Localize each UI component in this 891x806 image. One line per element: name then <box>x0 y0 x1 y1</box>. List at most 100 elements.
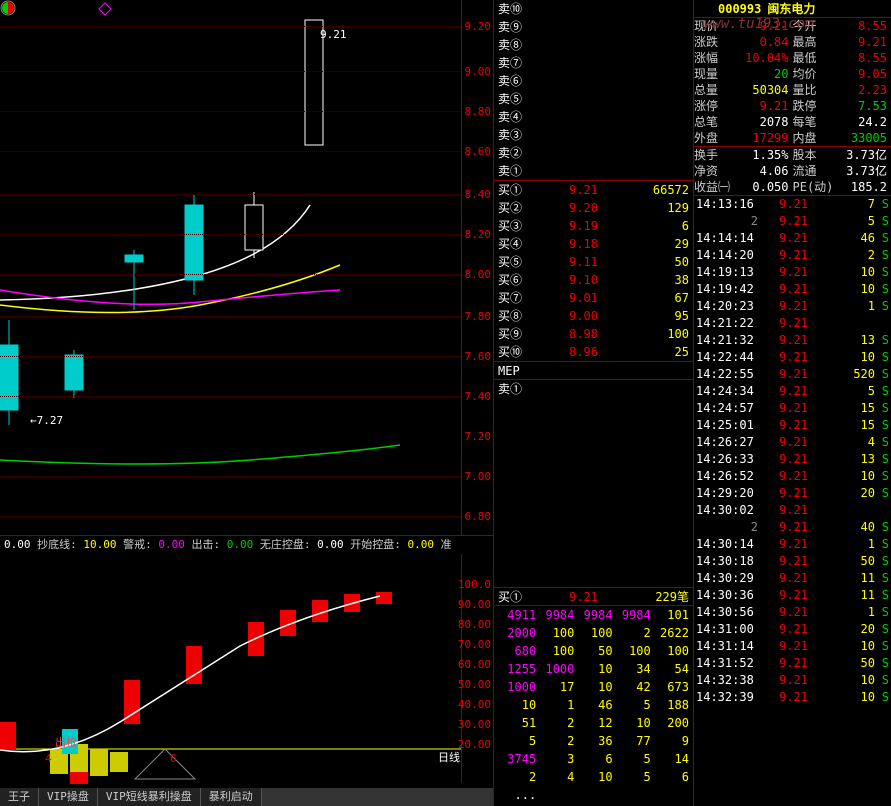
ask-row[interactable]: 卖⑤ <box>494 90 693 108</box>
tick-row: 14:19:139.2110S <box>694 264 891 281</box>
orderbook-panel: 卖⑩卖⑨卖⑧卖⑦卖⑥卖⑤卖④卖③卖②卖① 买①9.2166572买②9.2012… <box>494 0 694 806</box>
tick-row: 14:22:449.2110S <box>694 349 891 366</box>
tick-row: 14:31:529.2150S <box>694 655 891 672</box>
quote-grid: 现价9.21今开8.55涨跌0.84最高9.21涨幅10.04%最低8.55现量… <box>694 18 891 147</box>
tick-row: 14:30:369.2111S <box>694 587 891 604</box>
tick-row: 14:20:239.211S <box>694 298 891 315</box>
bid-row[interactable]: 买⑤9.1150 <box>494 253 693 271</box>
bid-row[interactable]: 买⑦9.0167 <box>494 289 693 307</box>
tick-row: 14:14:149.2146S <box>694 230 891 247</box>
detail-row: 68010050100100 <box>494 642 693 660</box>
bid-row[interactable]: 买⑩8.9625 <box>494 343 693 361</box>
buy1-row: 买①9.21229笔 <box>494 588 693 606</box>
ask-row[interactable]: 卖③ <box>494 126 693 144</box>
quote-cell: 股本3.73亿 <box>793 147 891 163</box>
ask-row[interactable]: 卖② <box>494 144 693 162</box>
tick-row: 14:21:229.21 <box>694 315 891 332</box>
chart-panel: 9.21←7.27 9.209.008.808.608.408.208.007.… <box>0 0 494 806</box>
bid-row[interactable]: 买⑧9.0095 <box>494 307 693 325</box>
quote-cell: 总量50304 <box>694 82 793 98</box>
price-chart[interactable]: 9.21←7.27 9.209.008.808.608.408.208.007.… <box>0 0 493 536</box>
ask-row[interactable]: 卖⑦ <box>494 54 693 72</box>
quote-cell: 换手1.35% <box>694 147 793 163</box>
ask-row[interactable]: 卖④ <box>494 108 693 126</box>
ask-row[interactable]: 卖⑩ <box>494 0 693 18</box>
tick-row: 14:30:569.211S <box>694 604 891 621</box>
quote-cell: 内盘33005 <box>793 130 891 146</box>
quote-cell: 总笔2078 <box>694 114 793 130</box>
detail-row: 1000171042673 <box>494 678 693 696</box>
quote-cell: 涨幅10.04% <box>694 50 793 66</box>
tick-row: 14:25:019.2115S <box>694 417 891 434</box>
detail-row: 241056 <box>494 768 693 786</box>
sell1-row: 卖① <box>494 380 693 398</box>
logo-icon <box>0 0 16 16</box>
detail-row: 5236779 <box>494 732 693 750</box>
detail-row: ... <box>494 786 693 804</box>
bid-row[interactable]: 买⑥9.1038 <box>494 271 693 289</box>
tick-row: 14:14:209.212S <box>694 247 891 264</box>
stock-code: 000993 <box>718 2 761 16</box>
quote-cell: 跌停7.53 <box>793 98 891 114</box>
bid-row[interactable]: 买②9.20129 <box>494 199 693 217</box>
bid-row[interactable]: 买④9.1829 <box>494 235 693 253</box>
tick-row: 14:26:529.2110S <box>694 468 891 485</box>
detail-row: 200010010022622 <box>494 624 693 642</box>
tick-row: 14:24:349.215S <box>694 383 891 400</box>
quote-cell: 涨停9.21 <box>694 98 793 114</box>
tick-row: 29.215S <box>694 213 891 230</box>
watermark: www.tu193.com <box>704 16 814 32</box>
indicator-header: 0.00 抄底线: 10.00 警戒: 0.00 出击: 0.00 无庄控盘: … <box>0 536 461 554</box>
bid-row[interactable]: 买③9.196 <box>494 217 693 235</box>
price-yaxis: 9.209.008.808.608.408.208.007.807.607.40… <box>461 0 493 535</box>
tab-VIP操盘[interactable]: VIP操盘 <box>39 788 98 806</box>
tick-list: 14:13:169.217S29.215S14:14:149.2146S14:1… <box>694 196 891 706</box>
quote-cell: 涨跌0.84 <box>694 34 793 50</box>
ask-row[interactable]: 卖① <box>494 162 693 180</box>
indicator-yaxis: 100.090.0080.0070.0060.0050.0040.0030.00… <box>461 554 493 783</box>
tick-row: 14:13:169.217S <box>694 196 891 213</box>
quote-grid-2: 换手1.35%股本3.73亿净资4.06流通3.73亿收益㈠0.050PE(动)… <box>694 147 891 196</box>
quote-cell: 量比2.23 <box>793 82 891 98</box>
indicator-chart[interactable]: 0.00 抄底线: 10.00 警戒: 0.00 出击: 0.00 无庄控盘: … <box>0 536 493 783</box>
quote-cell: 每笔24.2 <box>793 114 891 130</box>
tick-row: 14:30:029.21 <box>694 502 891 519</box>
quote-cell: 净资4.06 <box>694 163 793 179</box>
quote-cell: PE(动)185.2 <box>793 179 891 195</box>
tick-row: 14:29:209.2120S <box>694 485 891 502</box>
tab-bar: 王子VIP操盘VIP短线暴利操盘暴利启动 <box>0 788 493 806</box>
quote-cell: 最低8.55 <box>793 50 891 66</box>
ask-row[interactable]: 卖⑥ <box>494 72 693 90</box>
detail-row: 101465188 <box>494 696 693 714</box>
tab-VIP短线暴利操盘[interactable]: VIP短线暴利操盘 <box>98 788 201 806</box>
detail-row: 5121210200 <box>494 714 693 732</box>
stock-name: 闽东电力 <box>767 0 815 17</box>
tick-row: 14:19:429.2110S <box>694 281 891 298</box>
tick-row: 14:26:279.214S <box>694 434 891 451</box>
candlestick-svg <box>0 0 462 536</box>
detail-row: 374536514 <box>494 750 693 768</box>
tick-row: 14:26:339.2113S <box>694 451 891 468</box>
tick-row: 14:31:009.2120S <box>694 621 891 638</box>
tick-row: 14:32:389.2110S <box>694 672 891 689</box>
tick-row: 14:31:149.2110S <box>694 638 891 655</box>
quote-cell: 外盘17299 <box>694 130 793 146</box>
ask-list: 卖⑩卖⑨卖⑧卖⑦卖⑥卖⑤卖④卖③卖②卖① <box>494 0 693 181</box>
quote-cell: 现量20 <box>694 66 793 82</box>
tick-row: 14:30:149.211S <box>694 536 891 553</box>
bid-list: 买①9.2166572买②9.20129买③9.196买④9.1829买⑤9.1… <box>494 181 693 362</box>
tab-王子[interactable]: 王子 <box>0 788 39 806</box>
ask-row[interactable]: 卖⑨ <box>494 18 693 36</box>
bid-row[interactable]: 买①9.2166572 <box>494 181 693 199</box>
tab-暴利启动[interactable]: 暴利启动 <box>201 788 262 806</box>
detail-row: 12551000103454 <box>494 660 693 678</box>
quote-cell: 均价9.05 <box>793 66 891 82</box>
tick-row: 14:30:299.2111S <box>694 570 891 587</box>
tick-row: 14:22:559.21520S <box>694 366 891 383</box>
quote-cell: 最高9.21 <box>793 34 891 50</box>
detail-row: 4911998499849984101 <box>494 606 693 624</box>
bid-row[interactable]: 买⑨8.98100 <box>494 325 693 343</box>
tick-row: 14:32:399.2110S <box>694 689 891 706</box>
quote-cell: 流通3.73亿 <box>793 163 891 179</box>
ask-row[interactable]: 卖⑧ <box>494 36 693 54</box>
